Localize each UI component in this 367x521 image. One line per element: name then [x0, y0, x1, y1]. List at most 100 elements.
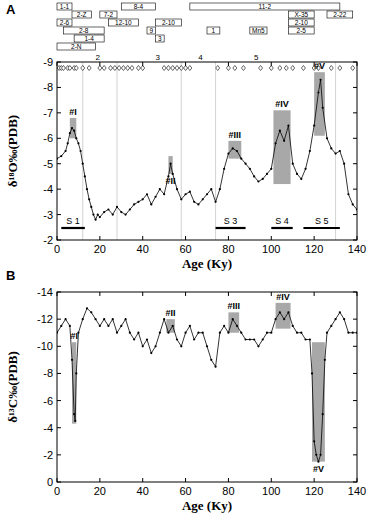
data-point	[159, 332, 161, 334]
plot-area	[57, 62, 357, 240]
x-tick	[314, 62, 315, 66]
data-point	[124, 318, 126, 320]
series-line	[57, 80, 357, 220]
data-point	[352, 203, 354, 205]
data-point	[176, 338, 178, 340]
data-point	[324, 359, 326, 361]
y-tick-label: -2	[43, 234, 53, 246]
x-tick-label: 20	[94, 243, 106, 255]
data-point	[86, 307, 88, 309]
data-point	[163, 193, 165, 195]
data-point	[322, 107, 324, 109]
data-point	[67, 142, 69, 144]
data-point	[84, 175, 86, 177]
x-tick	[142, 478, 143, 482]
dated-sample	[301, 66, 305, 71]
x-tick	[357, 478, 358, 482]
divider	[335, 62, 336, 240]
y-tick-label: -12	[37, 313, 53, 325]
y-tick	[57, 292, 61, 293]
dated-sample	[226, 66, 230, 71]
y-tick	[57, 319, 61, 320]
stage-number: 3	[155, 53, 160, 62]
data-point	[154, 196, 156, 198]
sample-box	[250, 27, 267, 34]
data-point	[257, 345, 259, 347]
x-tick	[142, 292, 143, 296]
y-tick	[57, 427, 61, 428]
y-tick	[57, 112, 61, 113]
data-point	[86, 188, 88, 190]
dated-sample	[130, 66, 134, 71]
data-point	[133, 338, 135, 340]
dated-sample	[241, 66, 245, 71]
region-label: #IV	[276, 292, 290, 302]
x-tick	[314, 478, 315, 482]
y-axis-label: δ¹⁸O‰(PDB)	[5, 115, 20, 187]
x-tick	[314, 236, 315, 240]
data-point	[300, 332, 302, 334]
x-tick	[142, 236, 143, 240]
data-point	[120, 325, 122, 327]
x-tick-label: 60	[179, 485, 191, 497]
dated-sample	[184, 66, 188, 71]
data-point	[107, 208, 109, 210]
dated-sample	[87, 66, 91, 71]
x-tick	[228, 236, 229, 240]
stage-number: 4	[198, 53, 203, 62]
data-point	[88, 198, 90, 200]
data-point	[343, 163, 345, 165]
y-tick	[353, 319, 357, 320]
data-point	[202, 198, 204, 200]
data-point	[315, 454, 317, 456]
data-point	[69, 132, 71, 134]
y-tick	[353, 346, 357, 347]
data-point	[73, 130, 75, 132]
y-tick	[353, 62, 357, 63]
dated-sample	[351, 66, 355, 71]
data-point	[214, 366, 216, 368]
x-tick	[271, 236, 272, 240]
y-tick-label: -4	[43, 422, 53, 434]
data-point	[146, 193, 148, 195]
data-point	[97, 213, 99, 215]
data-point	[300, 178, 302, 180]
x-axis-label: Age (Ky)	[182, 256, 232, 271]
sample-box	[74, 35, 104, 42]
y-tick-label: -9	[43, 56, 53, 68]
x-tick-label: 40	[137, 485, 149, 497]
dated-sample	[284, 66, 288, 71]
dated-sample	[102, 66, 106, 71]
data-point	[150, 352, 152, 354]
sample-box	[156, 35, 165, 42]
stage-label: S 5	[315, 216, 329, 226]
sample-label: 2-8	[79, 27, 89, 34]
x-tick	[57, 236, 58, 240]
dated-sample	[109, 66, 113, 71]
sample-label: 2-22	[333, 11, 346, 18]
sample-box	[108, 19, 138, 26]
data-point	[116, 206, 118, 208]
dated-sample	[162, 66, 166, 71]
data-point	[107, 325, 109, 327]
data-point	[347, 332, 349, 334]
data-point	[64, 150, 66, 152]
data-point	[309, 338, 311, 340]
data-point	[103, 318, 105, 320]
divider	[82, 62, 83, 240]
y-tick	[57, 346, 61, 347]
sample-label: 12-10	[115, 19, 132, 26]
data-point	[292, 325, 294, 327]
data-point	[223, 168, 225, 170]
sample-label: 1-4	[84, 35, 94, 42]
data-point	[240, 158, 242, 160]
x-tick	[357, 62, 358, 66]
region-label: #I	[69, 107, 77, 117]
x-tick	[99, 292, 100, 296]
data-point	[116, 332, 118, 334]
data-point	[326, 137, 328, 139]
data-point	[82, 163, 84, 165]
x-tick	[57, 62, 58, 66]
stage-number: 2	[95, 53, 100, 62]
y-tick	[57, 62, 61, 63]
